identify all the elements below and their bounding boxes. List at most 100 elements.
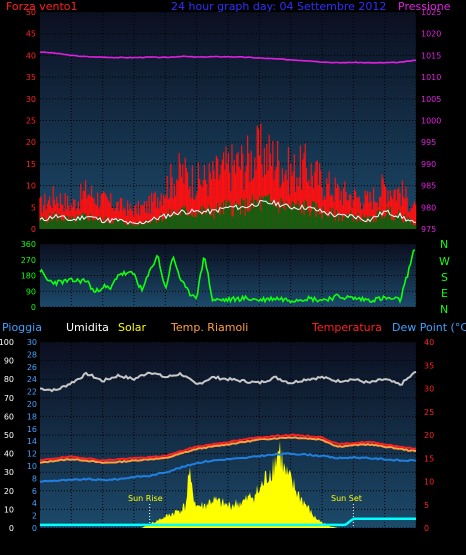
y-tick-humidity: 100: [0, 338, 14, 347]
x-tick: 12: [223, 533, 233, 542]
y-tick-humidity: 50: [4, 431, 14, 440]
y-tick-temp: 40: [424, 338, 434, 347]
x-tick: 10: [192, 533, 202, 542]
temp-grid: [40, 341, 417, 529]
y-tick-right: 975: [421, 225, 436, 234]
y-tick-rain: 20: [27, 400, 37, 409]
y-tick-temp: 25: [424, 408, 434, 417]
legend-temperatura: Temperatura: [311, 321, 382, 334]
y-tick: 0: [31, 303, 36, 312]
y-tick-right: 990: [421, 160, 436, 169]
x-tick: 04: [98, 533, 108, 542]
x-tick: 08: [160, 232, 170, 241]
direction-line: [39, 249, 416, 304]
y-tick-left: 0: [31, 225, 36, 234]
temp-axes: 0102030405060708090100024681012141618202…: [0, 338, 434, 542]
direction-series: [39, 249, 416, 304]
y-tick-rain: 16: [27, 425, 37, 434]
x-tick: 08: [160, 533, 170, 542]
y-tick-left: 10: [26, 182, 36, 191]
legend-solar: Solar: [118, 321, 147, 334]
solar-area: [40, 441, 416, 528]
y-tick-rain: 18: [27, 412, 37, 421]
direction-axes: 0 90 180 270 360: [21, 240, 36, 312]
dir-label-w: W: [439, 255, 450, 268]
y-tick-rain: 14: [27, 437, 37, 446]
y-tick-rain: 0: [32, 524, 37, 533]
direction-plot-area: [40, 244, 416, 307]
y-tick-temp: 20: [424, 431, 434, 440]
y-tick-right: 1020: [421, 30, 441, 39]
x-tick: 18: [317, 533, 327, 542]
y-tick-right: 1025: [421, 8, 441, 17]
y-tick-rain: 8: [32, 474, 37, 483]
humidity-line: [39, 370, 417, 393]
y-tick-temp: 0: [424, 524, 429, 533]
legend-dew-point: Dew Point (°C): [392, 321, 466, 334]
y-tick-humidity: 0: [9, 524, 14, 533]
y-tick-rain: 6: [32, 487, 37, 496]
y-tick-rain: 26: [27, 363, 37, 372]
y-tick: 90: [26, 287, 36, 296]
y-tick-left: 45: [26, 30, 36, 39]
y-tick-rain: 4: [32, 499, 37, 508]
wind-axes: 0510152025303540455097598098599099510001…: [26, 8, 442, 241]
y-tick-left: 20: [26, 138, 36, 147]
y-tick: 360: [21, 240, 36, 249]
y-tick-temp: 35: [424, 361, 434, 370]
y-tick-humidity: 10: [4, 505, 14, 514]
y-tick: 180: [21, 272, 36, 281]
y-tick-right: 1010: [421, 73, 441, 82]
y-tick-humidity: 30: [4, 468, 14, 477]
y-tick-left: 35: [26, 73, 36, 82]
y-tick-temp: 30: [424, 385, 434, 394]
y-tick-left: 15: [26, 160, 36, 169]
wind-title: Forza vento1: [6, 0, 78, 13]
x-tick: Sun Set: [338, 533, 369, 542]
y-tick-temp: 15: [424, 454, 434, 463]
x-tick: 14: [254, 232, 264, 241]
y-tick-humidity: 70: [4, 394, 14, 403]
graph-date-title: 24 hour graph day: 04 Settembre 2012: [171, 0, 386, 13]
x-tick: 14: [254, 533, 264, 542]
legend-temp-riamoli: Temp. Riamoli: [170, 321, 248, 334]
x-tick: 06: [129, 232, 139, 241]
y-tick: 270: [21, 256, 36, 265]
y-tick-left: 40: [26, 51, 36, 60]
y-tick-rain: 10: [27, 462, 37, 471]
x-tick: 00: [411, 533, 421, 542]
y-tick-left: 30: [26, 95, 36, 104]
y-tick-rain: 30: [27, 338, 37, 347]
y-tick-humidity: 20: [4, 487, 14, 496]
y-tick-right: 995: [421, 138, 436, 147]
y-tick-humidity: 60: [4, 412, 14, 421]
x-tick: 02: [66, 232, 76, 241]
legend-umidita: Umidita: [66, 321, 109, 334]
x-tick: 16: [286, 232, 296, 241]
x-tick: 04: [98, 232, 108, 241]
avg-wind-line: [39, 199, 417, 225]
y-tick-humidity: 80: [4, 375, 14, 384]
y-tick-rain: 22: [27, 388, 37, 397]
pressure-title: Pressione: [398, 0, 451, 13]
y-tick-right: 980: [421, 203, 436, 212]
dew-point-line: [39, 452, 417, 483]
dir-label-s: S: [441, 271, 448, 284]
x-tick: 00: [411, 232, 421, 241]
dir-label-n-bottom: N: [440, 303, 448, 316]
sun-rise-label: Sun Rise: [128, 494, 163, 503]
y-tick-left: 25: [26, 117, 36, 126]
y-tick-right: 1015: [421, 51, 441, 60]
y-tick-right: 1005: [421, 95, 441, 104]
y-tick-humidity: 40: [4, 450, 14, 459]
legend-pioggia: Pioggia: [2, 321, 42, 334]
x-tick: 22: [380, 533, 390, 542]
y-tick-right: 1000: [421, 117, 441, 126]
pressure-line: [39, 51, 417, 64]
x-tick: 06: [129, 533, 139, 542]
temp-series: [39, 370, 417, 528]
x-tick: 10: [192, 232, 202, 241]
y-tick-left: 50: [26, 8, 36, 17]
y-tick-rain: 24: [27, 375, 37, 384]
